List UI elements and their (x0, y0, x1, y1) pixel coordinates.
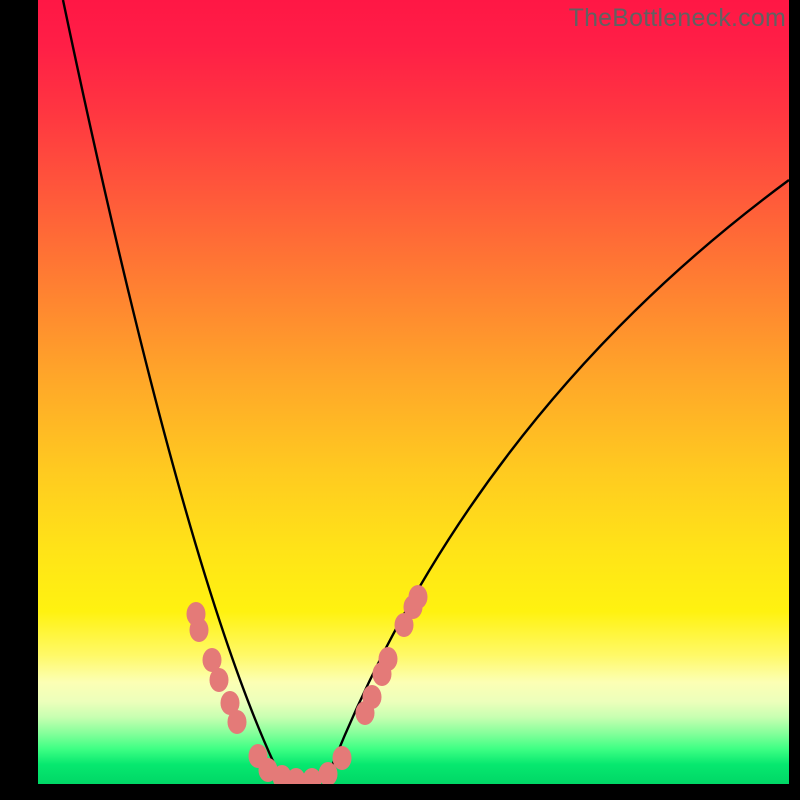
watermark-text: TheBottleneck.com (569, 4, 786, 33)
chart-stage: TheBottleneck.com (0, 0, 800, 800)
data-marker (210, 668, 229, 692)
data-marker (228, 710, 247, 734)
data-marker (333, 746, 352, 770)
data-marker (190, 618, 209, 642)
data-marker (363, 685, 382, 709)
bottleneck-curve (63, 0, 789, 780)
data-marker (303, 768, 322, 792)
data-marker (409, 585, 428, 609)
chart-overlay (0, 0, 800, 800)
data-marker (379, 647, 398, 671)
